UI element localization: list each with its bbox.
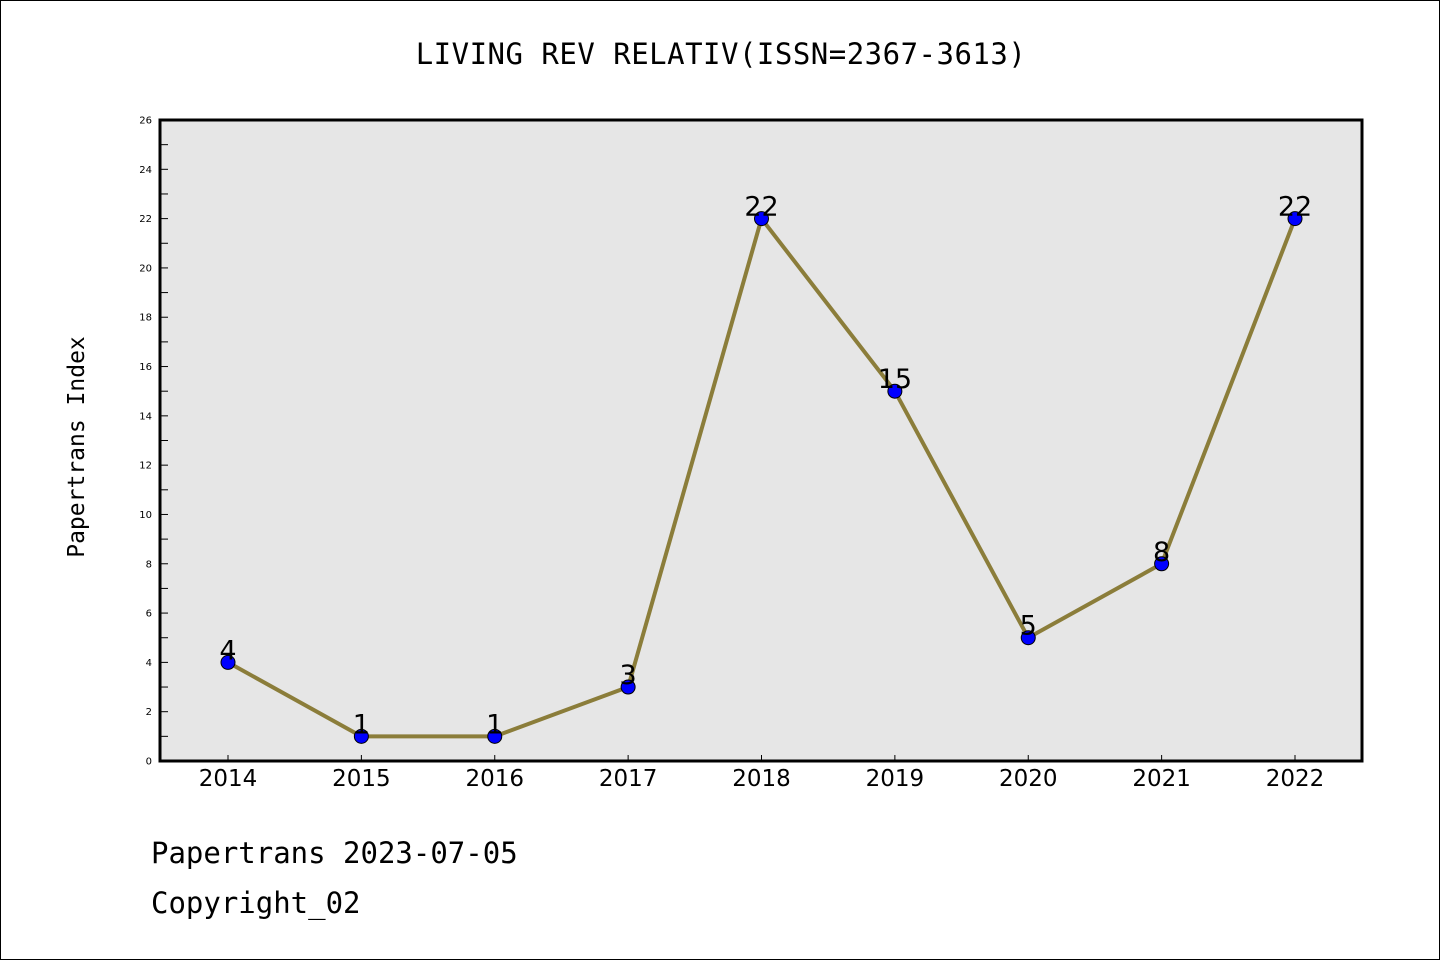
- plot-frame: [158, 118, 1364, 763]
- data-point: [1154, 556, 1170, 572]
- x-tick-label: 2016: [465, 766, 524, 792]
- x-tick-label: 2021: [1132, 766, 1191, 792]
- x-tick-label: 2020: [999, 766, 1058, 792]
- data-label: 1: [486, 709, 503, 740]
- x-tick-label: 2019: [866, 766, 925, 792]
- footer-copyright: Copyright_02: [151, 886, 361, 920]
- y-tick-label: 6: [146, 609, 152, 620]
- data-label: 3: [620, 660, 637, 691]
- y-tick-label: 22: [139, 214, 152, 225]
- y-tick-label: 2: [146, 707, 152, 718]
- data-label: 22: [1278, 192, 1312, 223]
- data-point: [620, 679, 636, 695]
- data-point: [1020, 630, 1036, 646]
- x-tick-label: 2018: [732, 766, 791, 792]
- y-tick-label: 16: [139, 362, 152, 373]
- y-tick-label: 20: [139, 263, 152, 274]
- data-label: 4: [219, 635, 236, 666]
- data-point: [220, 654, 236, 670]
- data-point: [353, 728, 369, 744]
- y-tick-label: 10: [139, 510, 152, 521]
- data-label: 22: [744, 192, 778, 223]
- y-tick-label: 14: [139, 411, 152, 422]
- y-tick-label: 24: [139, 165, 152, 176]
- footer-date: Papertrans 2023-07-05: [151, 836, 518, 870]
- data-point: [887, 383, 903, 399]
- data-point: [487, 728, 503, 744]
- data-point: [754, 211, 769, 227]
- data-label: 8: [1153, 537, 1170, 568]
- y-tick-label: 12: [139, 461, 152, 472]
- x-tick-label: 2014: [199, 766, 258, 792]
- y-tick-label: 18: [139, 313, 152, 324]
- x-axis: 2014 2015 2016 2017 2018 2019 2020 2021 2022: [199, 755, 1325, 792]
- x-tick-label: 2022: [1266, 766, 1325, 792]
- y-tick-label: 26: [139, 116, 152, 127]
- y-tick-label: 8: [146, 559, 152, 570]
- series-layer: 4 1 1 3 22 15 5 8 22: [219, 192, 1312, 744]
- data-label: 15: [878, 364, 912, 395]
- data-point: [1287, 211, 1303, 227]
- data-label: 1: [353, 709, 370, 740]
- data-label: 5: [1020, 611, 1037, 642]
- y-tick-label: 4: [146, 658, 152, 669]
- x-tick-label: 2017: [599, 766, 658, 792]
- chart-title: LIVING REV RELATIV(ISSN=2367-3613): [415, 37, 1027, 71]
- y-tick-label: 0: [146, 757, 152, 768]
- x-tick-label: 2015: [332, 766, 391, 792]
